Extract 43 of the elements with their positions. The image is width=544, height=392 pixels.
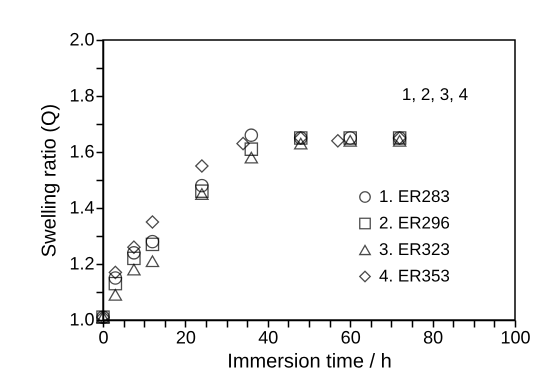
point	[195, 184, 209, 198]
point	[294, 138, 308, 150]
point	[331, 134, 345, 148]
legend-label: 3. ER323	[379, 240, 450, 259]
x-axis-title: Immersion time / h	[227, 350, 392, 372]
point	[244, 128, 258, 142]
point	[146, 255, 160, 268]
point	[146, 238, 160, 252]
legend-label: 2. ER296	[379, 214, 450, 232]
point	[127, 246, 141, 260]
x-tick-label: 80	[423, 328, 444, 348]
point	[195, 159, 209, 173]
point	[108, 266, 122, 280]
point	[146, 215, 160, 229]
y-tick-label: 2.0	[69, 30, 94, 50]
point	[236, 136, 250, 150]
point	[146, 234, 160, 248]
legend-label: 4. ER353	[379, 266, 450, 286]
point	[108, 271, 122, 285]
point	[127, 252, 141, 266]
x-tick-label: 100	[500, 328, 531, 348]
y-tick-label: 1.2	[69, 254, 94, 274]
point	[343, 134, 357, 147]
y-tick-label: 1.6	[69, 142, 94, 162]
x-tick-label: 0	[98, 328, 109, 348]
x-tick-label: 20	[176, 328, 196, 348]
x-tick-label: 60	[340, 328, 361, 348]
point	[195, 178, 209, 192]
y-axis-title: Swelling ratio (Q)	[38, 104, 60, 258]
point	[244, 142, 258, 156]
y-tick-label: 1.4	[69, 198, 94, 218]
point	[108, 288, 122, 301]
y-tick-label: 1.0	[69, 310, 94, 330]
point	[127, 240, 141, 254]
point	[127, 264, 141, 276]
annotation: 1, 2, 3, 4	[402, 85, 468, 104]
point	[108, 276, 122, 290]
x-tick-label: 40	[258, 328, 278, 348]
y-tick-label: 1.8	[69, 86, 94, 106]
point	[244, 152, 258, 164]
point	[392, 134, 406, 147]
point	[195, 188, 209, 200]
legend-label: 1. ER283	[379, 187, 450, 206]
